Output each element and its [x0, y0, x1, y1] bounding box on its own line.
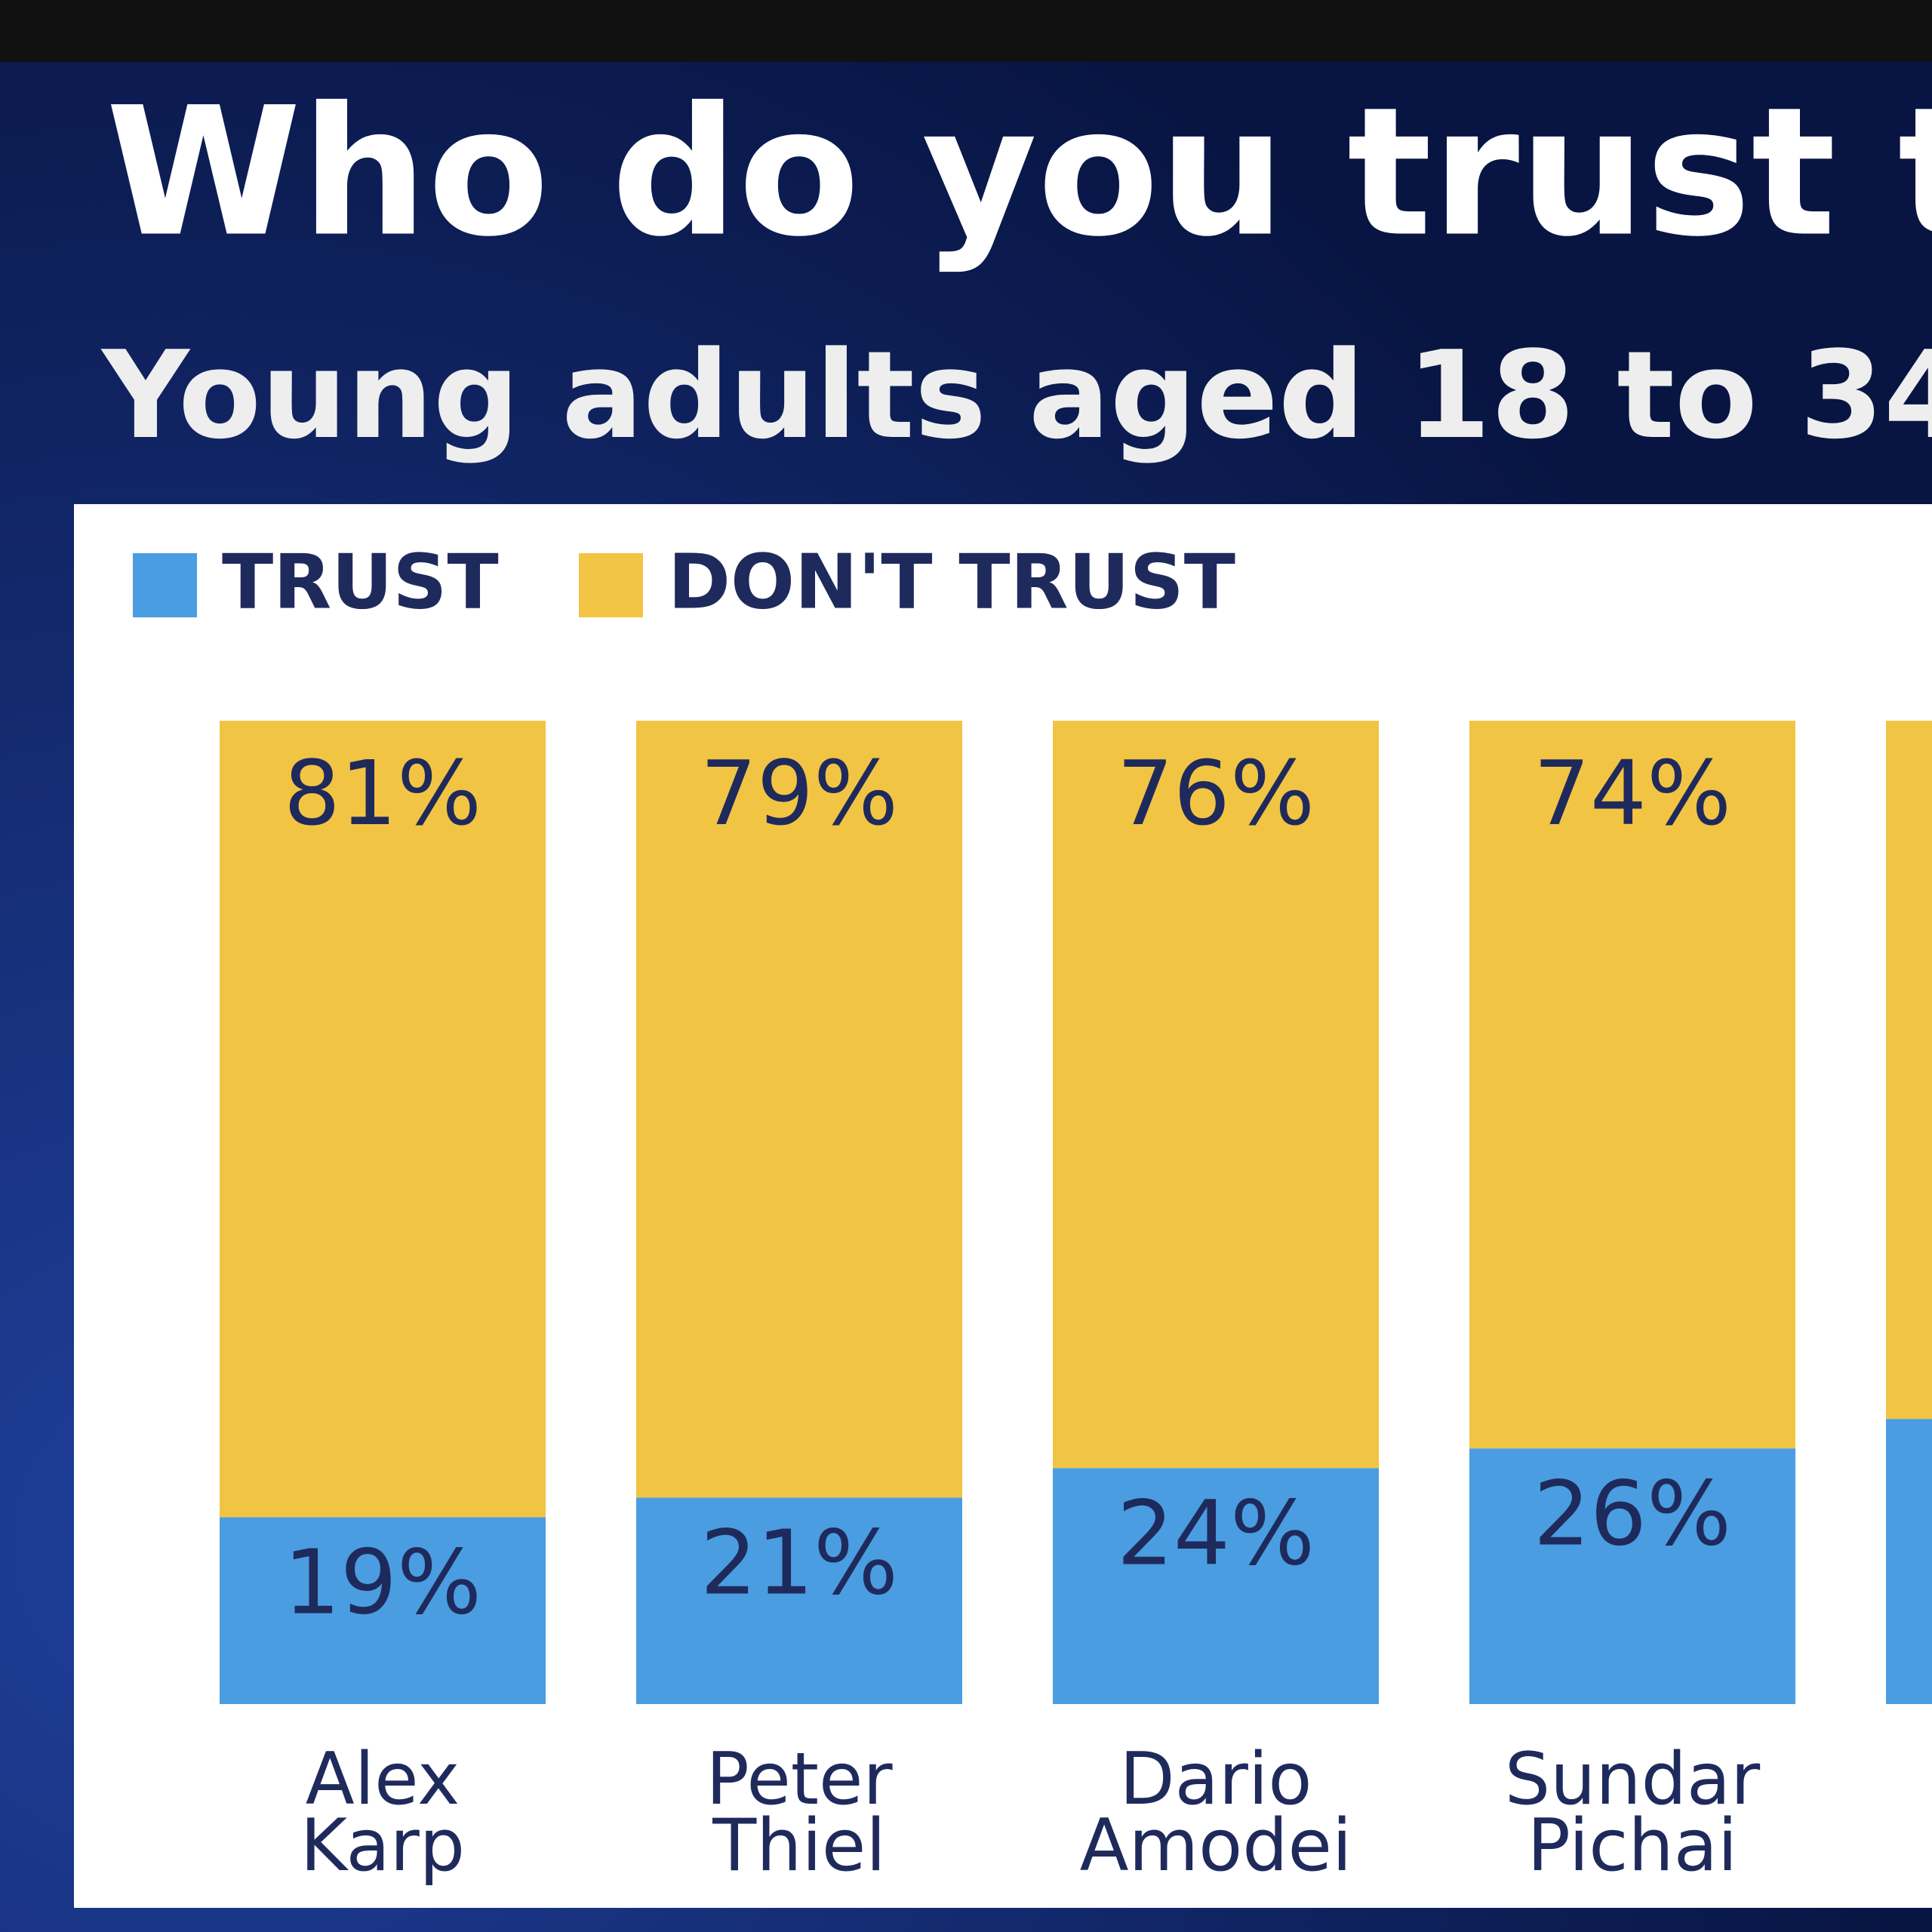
value-label: 21%: [700, 1511, 898, 1615]
x-tick-label: Sundar: [1505, 1738, 1761, 1821]
value-label: 79%: [700, 741, 898, 845]
legend-swatch: [579, 553, 643, 617]
bar-segment: [220, 1517, 546, 1704]
bar-segment: [1053, 1468, 1379, 1704]
bar-segment: [1886, 1419, 1932, 1704]
value-label: 81%: [284, 741, 481, 845]
x-tick-label: Thiel: [712, 1804, 885, 1887]
x-tick-label: Amodei: [1080, 1804, 1352, 1887]
top-band: [0, 0, 1932, 62]
x-tick-label: Karp: [300, 1804, 465, 1887]
value-label: 26%: [1534, 1461, 1731, 1565]
legend-swatch: [133, 553, 197, 617]
value-label: 24%: [1117, 1481, 1315, 1585]
value-label: 19%: [284, 1531, 481, 1635]
chart-title: Who do you trust to a: [106, 69, 1932, 275]
bar-segment: [1469, 721, 1795, 1449]
bar-segment: [220, 721, 546, 1518]
legend-label: DON'T TRUST: [668, 537, 1235, 626]
x-tick-label: Dario: [1120, 1738, 1312, 1821]
legend-label: TRUST: [222, 537, 499, 626]
bar-segment: [636, 1497, 962, 1704]
chart-subtitle: Young adults aged 18 to 34: [100, 325, 1932, 466]
bar-segment: [636, 721, 962, 1498]
x-tick-label: Pichai: [1527, 1804, 1738, 1887]
bar-segment: [1469, 1448, 1795, 1704]
x-tick-label: Alex: [306, 1738, 460, 1821]
bar-segment: [1886, 721, 1932, 1420]
value-label: 76%: [1117, 741, 1315, 845]
value-label: 74%: [1534, 741, 1731, 845]
bar-segment: [1053, 721, 1379, 1469]
x-tick-label: Peter: [706, 1738, 893, 1821]
